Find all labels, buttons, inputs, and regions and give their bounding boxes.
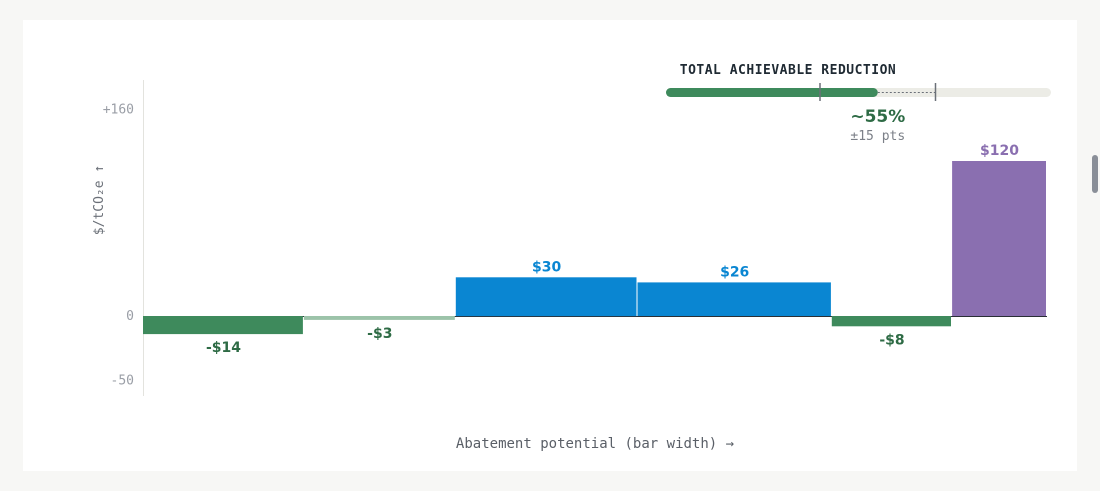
reduction-range: ±15 pts [850, 129, 905, 144]
bar-2 [303, 316, 455, 320]
scrollbar-thumb[interactable] [1092, 155, 1098, 193]
bar-3 [455, 277, 637, 317]
axes [143, 80, 1047, 396]
bar-4 [637, 282, 831, 316]
bar-value-label: $120 [980, 143, 1019, 159]
bar-value-label: -$8 [879, 332, 904, 348]
y-tick-label: 0 [126, 309, 134, 324]
x-axis-label: Abatement potential (bar width) → [456, 436, 734, 452]
reduction-fill [666, 88, 878, 97]
bar-6 [952, 161, 1046, 316]
y-axis-label: $/tCO₂e ↑ [92, 165, 107, 235]
y-tick-label: +160 [103, 102, 134, 117]
bar-1 [143, 316, 303, 335]
reduction-widget: TOTAL ACHIEVABLE REDUCTION ~55% ±15 pts [666, 63, 1051, 144]
y-tick-label: -50 [111, 374, 134, 389]
bar-5 [831, 316, 951, 327]
bar-value-label: -$3 [367, 326, 392, 342]
bar-value-label: -$14 [206, 340, 241, 356]
bars [143, 161, 1046, 335]
bar-value-label: $30 [532, 259, 561, 275]
value-labels: -$14 -$3 $30 $26 -$8 $120 [206, 143, 1019, 356]
reduction-title: TOTAL ACHIEVABLE REDUCTION [680, 63, 897, 78]
reduction-value: ~55% [850, 107, 905, 127]
y-ticks: +160 0 -50 [103, 102, 134, 388]
bar-value-label: $26 [720, 264, 749, 280]
